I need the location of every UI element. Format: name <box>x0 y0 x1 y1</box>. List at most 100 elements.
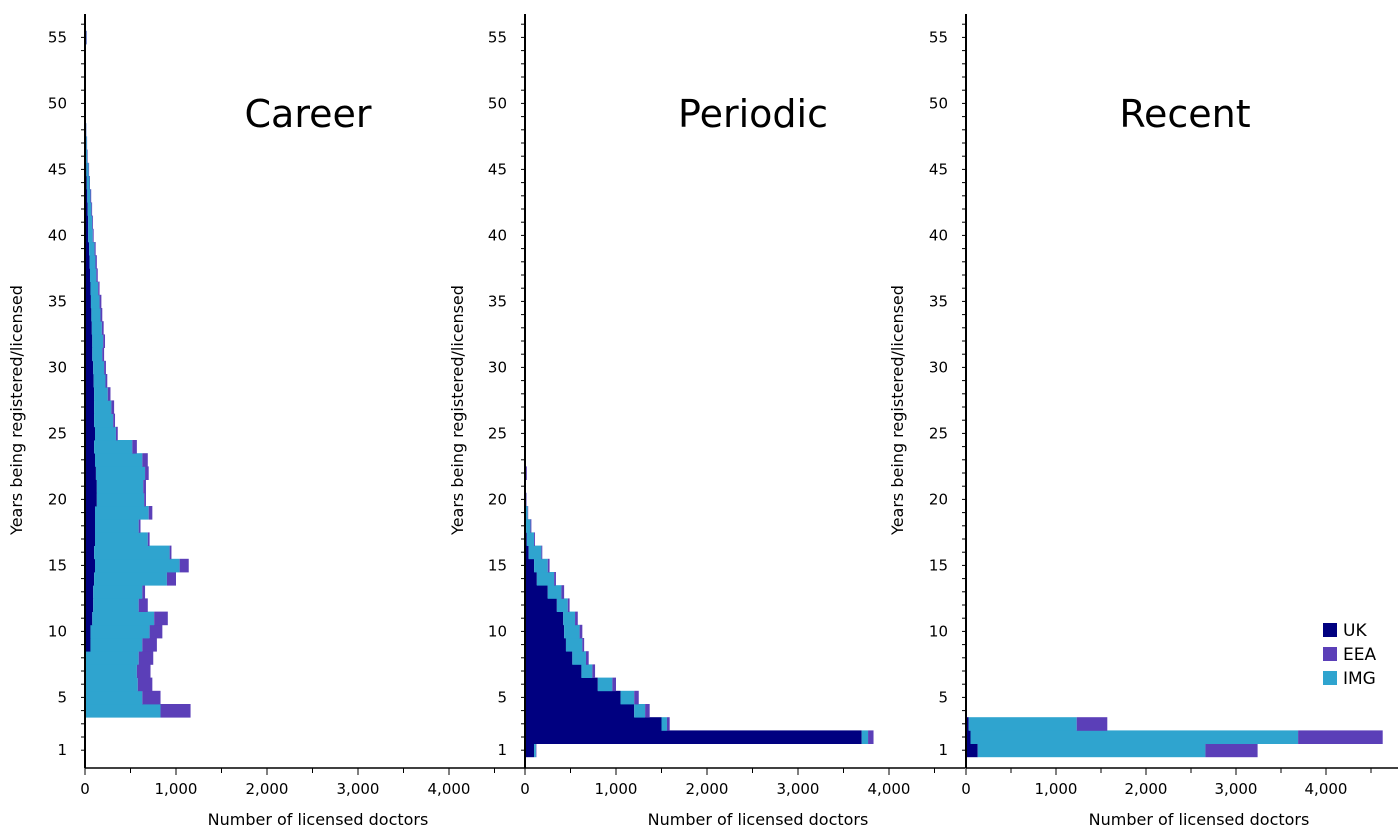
bar-img-year-9 <box>90 638 143 652</box>
y-tick-label: 35 <box>48 292 67 310</box>
bar-img-year-4 <box>85 704 161 718</box>
bar-img-year-18 <box>525 519 531 533</box>
bar-eea-year-11 <box>154 611 168 626</box>
bar-uk-year-34 <box>85 308 92 322</box>
y-tick-label: 50 <box>488 94 507 112</box>
bar-uk-year-42 <box>85 202 88 216</box>
bar-eea-year-25 <box>115 426 118 441</box>
bar-uk-year-38 <box>85 255 90 269</box>
legend-label-eea: EEA <box>1343 645 1376 665</box>
x-tick-label: 1,000 <box>155 780 198 798</box>
y-tick-label: 1 <box>938 741 948 759</box>
bar-img-year-10 <box>90 624 150 639</box>
bar-eea-year-18 <box>530 519 532 533</box>
bar-img-year-47 <box>85 136 87 150</box>
panel-title: Career <box>245 92 372 136</box>
bar-img-year-26 <box>94 413 114 428</box>
y-tick-label: 45 <box>48 160 67 178</box>
bar-uk-year-35 <box>85 294 91 309</box>
y-tick-label: 15 <box>48 556 67 574</box>
y-tick-label: 5 <box>938 688 948 706</box>
y-tick-label: 35 <box>488 292 507 310</box>
x-tick-label: 0 <box>520 780 530 798</box>
bar-uk-year-3 <box>966 717 969 731</box>
y-axis-label: Years being registered/licensed <box>448 285 467 536</box>
bar-img-year-24 <box>94 440 133 454</box>
y-tick-label: 10 <box>488 622 507 640</box>
bar-eea-year-30 <box>104 360 106 375</box>
y-axis-label: Years being registered/licensed <box>888 285 907 536</box>
y-tick-label: 30 <box>929 358 948 376</box>
x-tick-label: 4,000 <box>868 780 911 798</box>
bar-img-year-2 <box>861 730 869 744</box>
bar-img-year-22 <box>95 466 146 480</box>
bar-uk-year-22 <box>85 466 96 480</box>
bar-uk-year-27 <box>85 400 95 414</box>
bar-img-year-29 <box>93 374 106 388</box>
bar-img-year-42 <box>87 202 92 216</box>
legend: UK EEA IMG <box>1323 621 1376 689</box>
bar-img-year-14 <box>94 572 167 586</box>
bar-eea-year-17 <box>534 532 536 546</box>
y-tick-label: 55 <box>48 28 67 46</box>
bar-eea-year-24 <box>132 440 137 454</box>
bar-uk-year-11 <box>525 611 564 626</box>
y-tick-label: 25 <box>488 424 507 442</box>
bar-img-year-37 <box>90 268 97 282</box>
bar-uk-year-36 <box>85 281 91 296</box>
bar-eea-year-40 <box>92 228 94 243</box>
bar-uk-year-15 <box>85 558 96 573</box>
bar-uk-year-13 <box>85 585 94 599</box>
bar-img-year-7 <box>581 664 593 678</box>
bar-img-year-17 <box>95 532 148 546</box>
bar-eea-year-13 <box>142 585 146 599</box>
bar-eea-year-39 <box>94 242 96 256</box>
bar-img-year-13 <box>93 585 143 599</box>
bar-uk-year-20 <box>85 492 97 507</box>
x-axis-label: Number of licensed doctors <box>1089 810 1310 827</box>
bar-img-year-11 <box>563 611 576 626</box>
bar-img-year-40 <box>88 228 93 243</box>
bar-img-year-8 <box>85 651 139 665</box>
bar-img-year-1 <box>977 743 1206 758</box>
y-tick-label: 25 <box>48 424 67 442</box>
bar-eea-year-7 <box>592 664 596 678</box>
bar-img-year-12 <box>93 598 139 612</box>
y-tick-label: 40 <box>929 226 948 244</box>
legend-label-img: IMG <box>1343 669 1376 689</box>
bar-eea-year-31 <box>102 347 105 362</box>
y-tick-label: 45 <box>929 160 948 178</box>
y-tick-label: 55 <box>929 28 948 46</box>
bar-eea-year-4 <box>160 704 191 718</box>
bar-uk-year-9 <box>85 638 91 652</box>
y-tick-label: 45 <box>488 160 507 178</box>
bar-eea-year-3 <box>666 717 670 731</box>
bar-eea-year-12 <box>138 598 148 612</box>
y-tick-label: 25 <box>929 424 948 442</box>
y-tick-label: 20 <box>488 490 507 508</box>
y-tick-label: 30 <box>48 358 67 376</box>
bar-img-year-23 <box>95 453 143 467</box>
bar-img-year-32 <box>92 334 104 348</box>
bar-img-year-35 <box>90 294 100 309</box>
x-tick-label: 3,000 <box>337 780 380 798</box>
bar-eea-year-35 <box>99 294 102 309</box>
bar-img-year-17 <box>526 532 535 546</box>
bar-img-year-18 <box>95 519 139 533</box>
bar-eea-year-26 <box>113 413 116 428</box>
bar-eea-year-38 <box>95 255 97 269</box>
bar-eea-year-41 <box>92 215 94 230</box>
bar-eea-year-27 <box>111 400 115 414</box>
bar-img-year-4 <box>634 704 646 718</box>
x-tick-label: 1,000 <box>1035 780 1078 798</box>
bar-img-year-16 <box>528 545 542 560</box>
x-tick-label: 2,000 <box>246 780 289 798</box>
bar-eea-year-8 <box>585 651 589 665</box>
y-axis-label: Years being registered/licensed <box>7 285 26 536</box>
bar-img-year-45 <box>86 162 89 177</box>
y-tick-label: 10 <box>929 622 948 640</box>
legend-swatch-uk <box>1323 623 1337 637</box>
bar-eea-year-18 <box>138 519 141 533</box>
